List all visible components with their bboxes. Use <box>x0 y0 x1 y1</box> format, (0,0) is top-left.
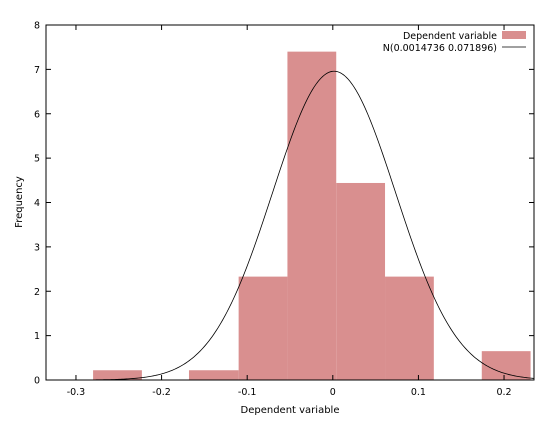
legend-label-histogram: Dependent variable <box>403 31 497 42</box>
y-tick-label: 6 <box>34 109 40 120</box>
y-tick-label: 5 <box>34 154 40 165</box>
x-tick-label: -0.1 <box>238 387 257 398</box>
y-axis-ticks: 0 1 2 3 4 5 6 7 8 <box>34 21 534 387</box>
histogram-bar-3 <box>238 276 288 380</box>
histogram-bar-1 <box>93 370 142 380</box>
y-tick-label: 2 <box>34 287 40 298</box>
histogram-bar-7 <box>481 351 531 380</box>
x-axis-label: Dependent variable <box>241 405 340 416</box>
histogram-bar-6 <box>385 276 434 380</box>
histogram-bar-5 <box>336 182 386 380</box>
y-tick-label: 3 <box>34 242 40 253</box>
y-tick-label: 0 <box>34 376 40 387</box>
x-tick-label: 0.2 <box>496 387 511 398</box>
x-tick-label: 0.1 <box>411 387 426 398</box>
y-tick-label: 8 <box>34 21 40 32</box>
y-axis-label: Frequency <box>14 176 25 228</box>
normal-density-curve <box>84 70 535 381</box>
x-tick-label: -0.3 <box>67 387 86 398</box>
y-tick-label: 1 <box>34 331 40 342</box>
y-tick-label: 7 <box>34 65 40 76</box>
x-tick-label: 0 <box>330 387 336 398</box>
bars-layer <box>93 51 531 381</box>
legend-swatch-histogram <box>502 31 526 39</box>
y-tick-label: 4 <box>34 198 40 209</box>
histogram-bar-2 <box>188 370 239 380</box>
x-axis-ticks: -0.3 -0.2 -0.1 0 0.1 0.2 <box>67 25 512 398</box>
legend-label-normal: N(0.0014736 0.071896) <box>383 43 497 54</box>
histogram-bar-4 <box>287 51 337 381</box>
legend: Dependent variable N(0.0014736 0.071896) <box>383 31 526 54</box>
x-tick-label: -0.2 <box>152 387 171 398</box>
